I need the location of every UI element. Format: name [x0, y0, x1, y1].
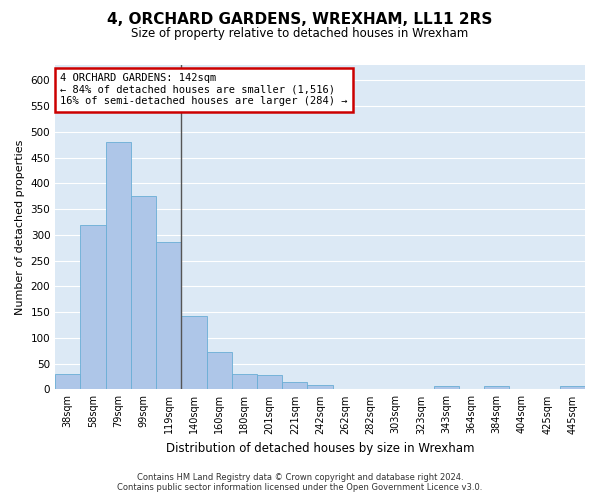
Bar: [106, 142, 131, 390]
Bar: [181, 316, 206, 390]
Text: 4 ORCHARD GARDENS: 142sqm
← 84% of detached houses are smaller (1,516)
16% of se: 4 ORCHARD GARDENS: 142sqm ← 84% of detac…: [61, 73, 348, 106]
Bar: [307, 386, 332, 390]
Bar: [55, 374, 80, 390]
Bar: [434, 386, 459, 390]
Bar: [484, 386, 509, 390]
Bar: [80, 224, 106, 390]
Bar: [282, 382, 307, 390]
Bar: [156, 242, 181, 390]
Bar: [560, 386, 585, 390]
Bar: [232, 374, 257, 390]
Y-axis label: Number of detached properties: Number of detached properties: [15, 140, 25, 315]
Bar: [206, 352, 232, 390]
Bar: [257, 375, 282, 390]
Text: Contains HM Land Registry data © Crown copyright and database right 2024.
Contai: Contains HM Land Registry data © Crown c…: [118, 473, 482, 492]
Bar: [131, 196, 156, 390]
Text: Size of property relative to detached houses in Wrexham: Size of property relative to detached ho…: [131, 28, 469, 40]
Text: 4, ORCHARD GARDENS, WREXHAM, LL11 2RS: 4, ORCHARD GARDENS, WREXHAM, LL11 2RS: [107, 12, 493, 28]
X-axis label: Distribution of detached houses by size in Wrexham: Distribution of detached houses by size …: [166, 442, 475, 455]
